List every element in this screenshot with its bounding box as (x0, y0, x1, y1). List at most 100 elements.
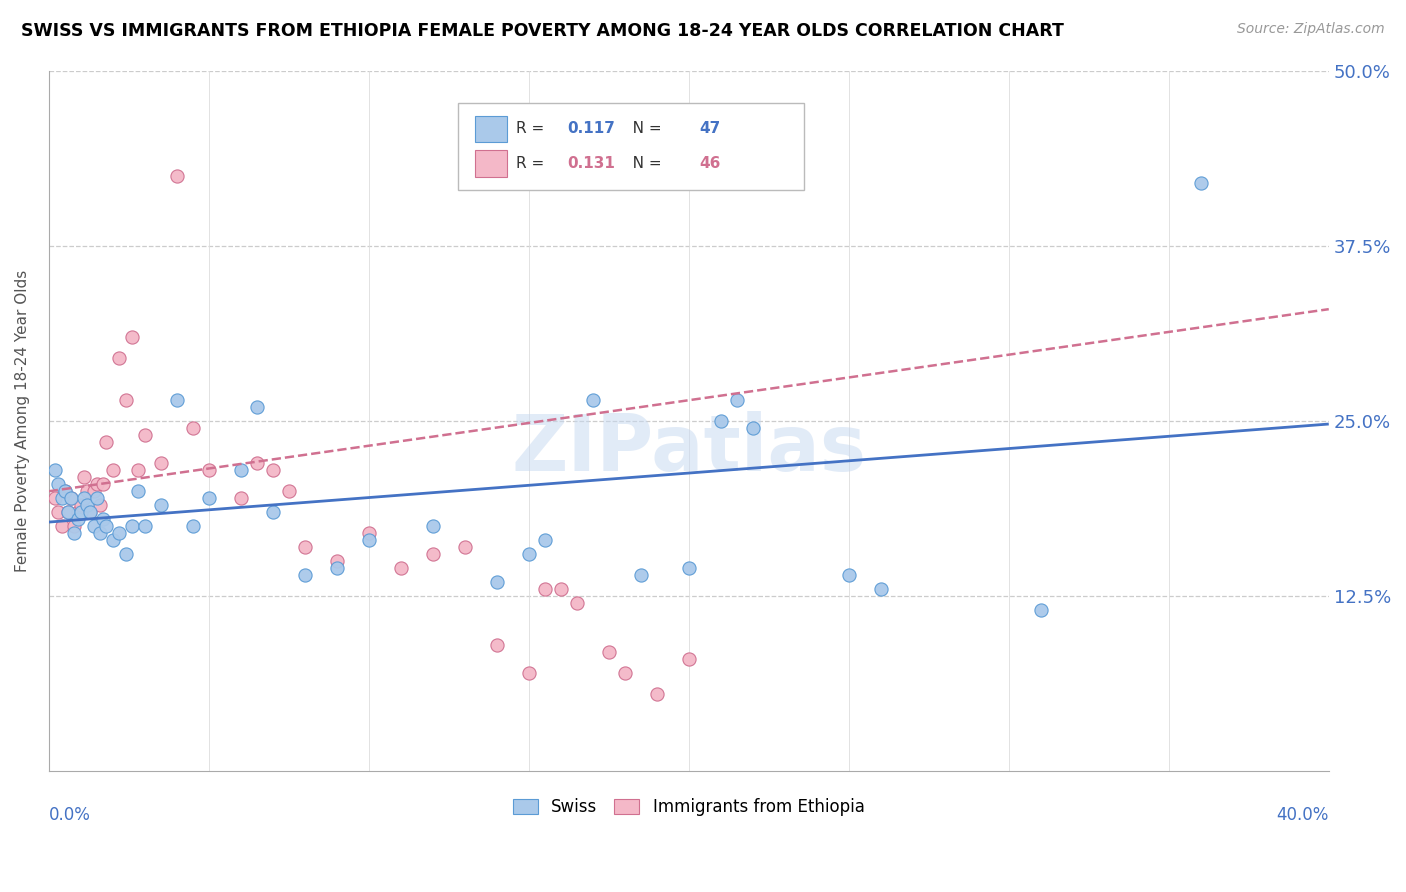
Point (127, 463, 149, 477)
Point (741, 421, 763, 435)
Point (134, 428, 156, 442)
Point (1029, 603, 1052, 617)
Point (485, 575, 508, 590)
Point (134, 519, 156, 533)
Point (630, 568, 652, 582)
Y-axis label: Female Poverty Among 18-24 Year Olds: Female Poverty Among 18-24 Year Olds (15, 270, 30, 573)
Point (121, 330, 143, 344)
Text: 40.0%: 40.0% (1277, 806, 1329, 824)
Point (277, 484, 299, 499)
Point (63, 519, 86, 533)
Point (96, 435, 118, 450)
Text: SWISS VS IMMIGRANTS FROM ETHIOPIA FEMALE POVERTY AMONG 18-24 YEAR OLDS CORRELATI: SWISS VS IMMIGRANTS FROM ETHIOPIA FEMALE… (21, 22, 1064, 40)
FancyBboxPatch shape (458, 103, 804, 190)
Text: R =: R = (516, 156, 550, 170)
Point (83, 484, 105, 499)
Point (127, 484, 149, 499)
Point (89, 498, 111, 512)
Point (838, 568, 860, 582)
Point (326, 561, 349, 575)
Point (66, 505, 89, 519)
Point (229, 491, 252, 506)
Point (533, 582, 555, 597)
Point (76, 498, 98, 512)
Text: 0.117: 0.117 (567, 121, 614, 136)
Point (262, 463, 284, 477)
Point (517, 547, 540, 561)
Point (53, 484, 76, 499)
Text: N =: N = (619, 156, 666, 170)
Point (79, 505, 101, 519)
Point (485, 638, 508, 652)
Point (1189, 176, 1212, 190)
Legend: Swiss, Immigrants from Ethiopia: Swiss, Immigrants from Ethiopia (506, 791, 872, 822)
Point (197, 491, 219, 506)
Point (108, 526, 131, 541)
Point (83, 519, 105, 533)
Point (114, 393, 136, 408)
Point (149, 456, 172, 470)
Point (73, 470, 96, 484)
Text: ZIPatlas: ZIPatlas (512, 411, 866, 487)
Point (246, 401, 269, 415)
Point (86, 491, 108, 506)
Point (63, 526, 86, 541)
Point (422, 547, 444, 561)
Text: 46: 46 (699, 156, 720, 170)
Text: R =: R = (516, 121, 550, 136)
Point (86, 477, 108, 491)
Point (645, 687, 668, 701)
Point (422, 519, 444, 533)
Point (678, 652, 700, 666)
Point (517, 666, 540, 681)
FancyBboxPatch shape (475, 116, 508, 143)
Point (48, 477, 70, 491)
Point (48, 505, 70, 519)
Point (56, 505, 79, 519)
Point (44, 463, 66, 477)
Point (710, 414, 733, 428)
Point (262, 505, 284, 519)
Point (79, 505, 101, 519)
FancyBboxPatch shape (475, 151, 508, 177)
Point (550, 582, 572, 597)
Point (69, 505, 91, 519)
Point (108, 351, 131, 366)
Point (598, 645, 620, 659)
Point (166, 169, 188, 183)
Text: 0.0%: 0.0% (49, 806, 90, 824)
Point (294, 541, 316, 555)
Point (101, 463, 124, 477)
Point (51, 519, 73, 533)
Point (60, 491, 83, 506)
Point (582, 393, 605, 408)
Text: 0.131: 0.131 (567, 156, 614, 170)
Point (246, 456, 269, 470)
Point (73, 491, 96, 506)
Point (454, 541, 477, 555)
Point (229, 463, 252, 477)
Point (56, 505, 79, 519)
Point (869, 582, 891, 597)
Text: N =: N = (619, 121, 666, 136)
Point (326, 554, 349, 568)
Point (389, 561, 412, 575)
Point (121, 519, 143, 533)
Point (101, 533, 124, 548)
Point (725, 393, 748, 408)
Point (69, 498, 91, 512)
Text: Source: ZipAtlas.com: Source: ZipAtlas.com (1237, 22, 1385, 37)
Point (91, 512, 114, 526)
Point (114, 547, 136, 561)
Point (533, 533, 555, 548)
Point (60, 491, 83, 506)
Point (96, 519, 118, 533)
Point (91, 477, 114, 491)
Point (66, 512, 89, 526)
Point (357, 533, 380, 548)
Point (357, 526, 380, 541)
Point (89, 526, 111, 541)
Point (76, 484, 98, 499)
Point (181, 519, 204, 533)
Point (166, 393, 188, 408)
